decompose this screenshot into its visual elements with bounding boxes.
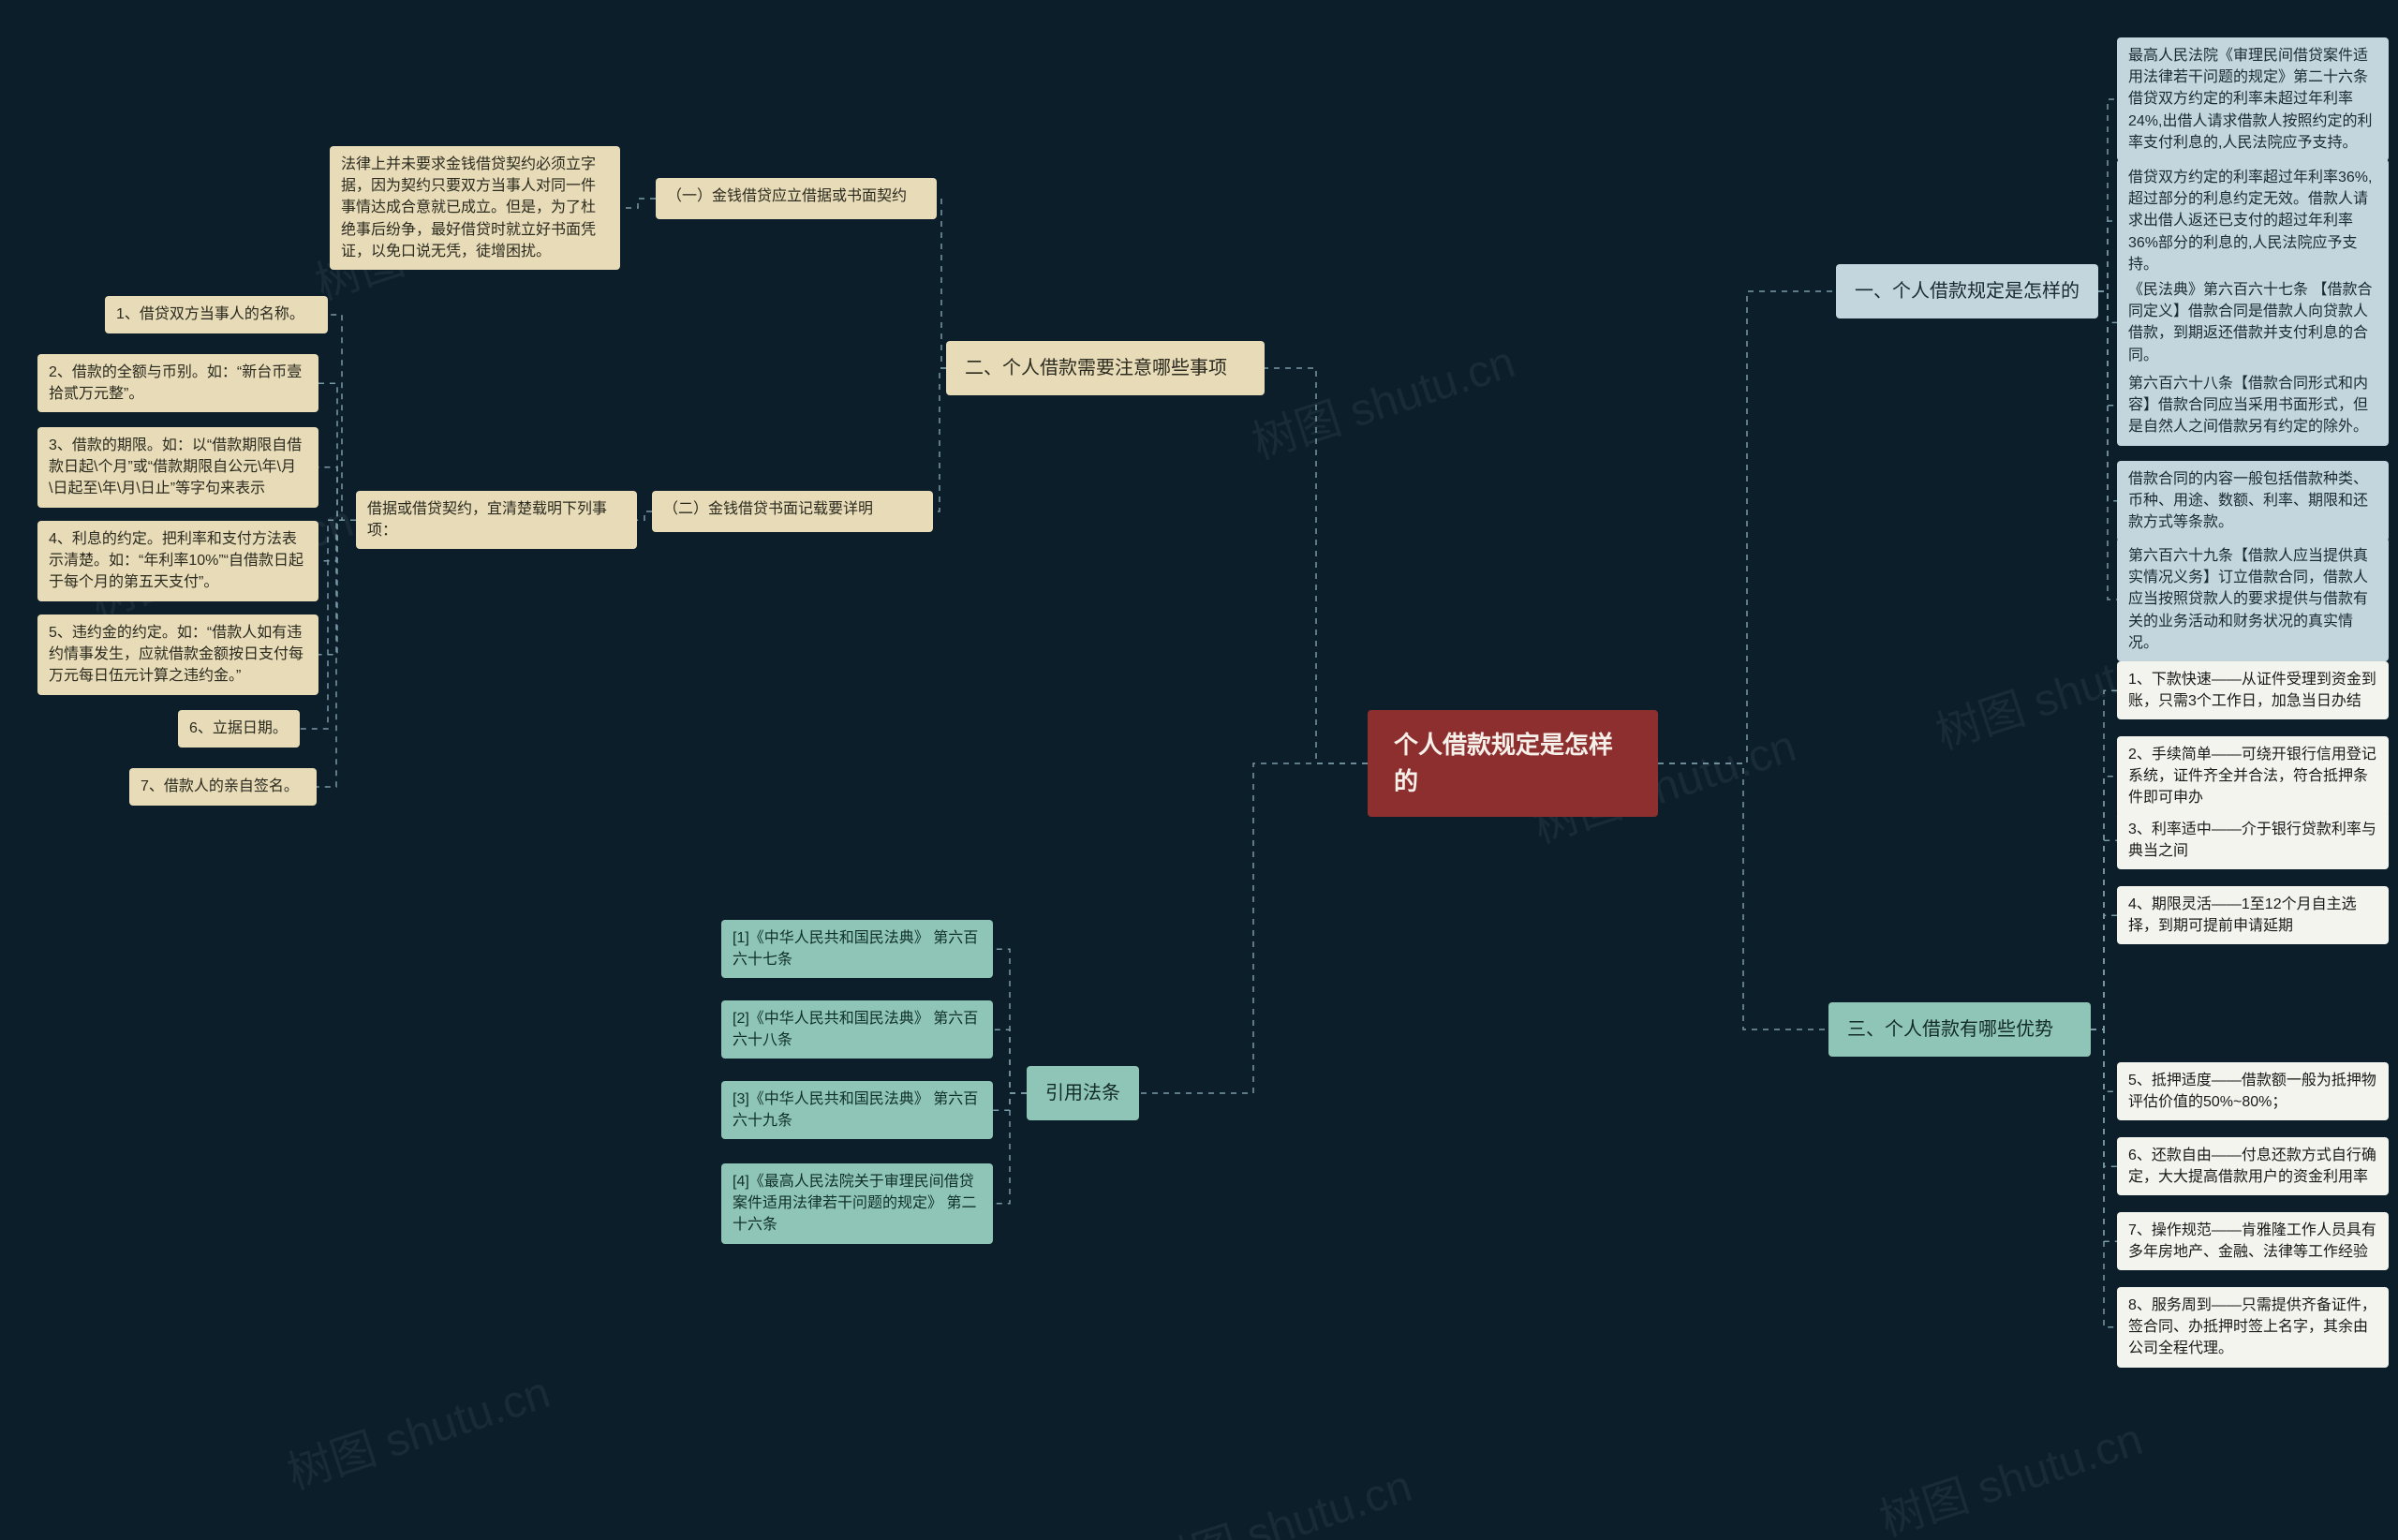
connector — [318, 520, 356, 561]
connector — [2091, 1029, 2117, 1327]
connector — [2098, 99, 2117, 291]
watermark: 树图 shutu.cn — [277, 1355, 556, 1502]
node-s4d: [4]《最高人民法院关于审理民间借贷案件适用法律若干问题的规定》 第二十六条 — [721, 1163, 993, 1244]
node-s2b2: 2、借款的全额与币别。如：“新台币壹拾贰万元整”。 — [37, 354, 318, 412]
node-s3d: 4、期限灵活——1至12个月自主选择，到期可提前申请延期 — [2117, 886, 2389, 944]
connector — [317, 520, 356, 787]
connector — [2091, 840, 2117, 1029]
connector — [2098, 291, 2117, 600]
mindmap-canvas: 树图 shutu.cn 树图 shutu.cn 树图 shutu.cn 树图 shut… — [0, 0, 2398, 1540]
node-s1a: 最高人民法院《审理民间借贷案件适用法律若干问题的规定》第二十六条借贷双方约定的利… — [2117, 37, 2389, 161]
node-s2a: （一）金钱借贷应立借据或书面契约 — [656, 178, 937, 219]
node-s1f: 第六百六十九条【借款人应当提供真实情况义务】订立借款合同，借款人应当按照贷款人的… — [2117, 538, 2389, 661]
connector — [993, 1093, 1027, 1110]
connector — [318, 467, 356, 520]
node-s2b: （二）金钱借贷书面记载要详明 — [652, 491, 933, 532]
connector — [993, 949, 1027, 1093]
node-s3a: 1、下款快速——从证件受理到资金到账，只需3个工作日，加急当日办结 — [2117, 661, 2389, 719]
connector — [1139, 763, 1368, 1093]
connector — [2091, 1029, 2117, 1091]
node-s1b: 借贷双方约定的利率超过年利率36%,超过部分的利息约定无效。借款人请求出借人返还… — [2117, 159, 2389, 283]
node-s4b: [2]《中华人民共和国民法典》 第六百六十八条 — [721, 1000, 993, 1059]
watermark: 树图 shutu.cn — [1870, 1402, 2149, 1540]
node-s3h: 8、服务周到——只需提供齐备证件，签合同、办抵押时签上名字，其余由公司全程代理。 — [2117, 1287, 2389, 1368]
connector — [2098, 221, 2117, 291]
node-s3g: 7、操作规范——肯雅隆工作人员具有多年房地产、金融、法律等工作经验 — [2117, 1212, 2389, 1270]
watermark: 树图 shutu.cn — [1242, 325, 1521, 471]
connector — [993, 1093, 1027, 1204]
node-s1c: 《民法典》第六百六十七条 【借款合同定义】借款合同是借款人向贷款人借款，到期返还… — [2117, 272, 2389, 374]
node-s3f: 6、还款自由——付息还款方式自行确定，大大提高借款用户的资金利用率 — [2117, 1137, 2389, 1195]
connector — [318, 520, 356, 655]
node-sec4: 引用法条 — [1027, 1066, 1139, 1120]
connector — [1265, 368, 1368, 763]
node-s2a1: 法律上并未要求金钱借贷契约必须立字据，因为契约只要双方当事人对同一件事情达成合意… — [330, 146, 620, 270]
node-s2b1: 1、借贷双方当事人的名称。 — [105, 296, 328, 333]
node-s2b0: 借据或借贷契约，宜清楚载明下列事项： — [356, 491, 637, 549]
connector — [2098, 291, 2117, 501]
node-sec2: 二、个人借款需要注意哪些事项 — [946, 341, 1265, 395]
connector — [328, 315, 356, 520]
connector — [2098, 291, 2117, 406]
connector — [933, 368, 946, 511]
node-s1e: 借款合同的内容一般包括借款种类、币种、用途、数额、利率、期限和还款方式等条款。 — [2117, 461, 2389, 541]
connector — [2098, 291, 2117, 322]
watermark: 树图 shutu.cn — [1139, 1449, 1418, 1540]
connector — [2091, 915, 2117, 1029]
connector — [2091, 690, 2117, 1029]
connector — [937, 199, 946, 368]
node-s3e: 5、抵押适度——借款额一般为抵押物评估价值的50%~80%； — [2117, 1062, 2389, 1120]
node-sec1: 一、个人借款规定是怎样的 — [1836, 264, 2098, 318]
connector — [2091, 1029, 2117, 1166]
connector — [1658, 291, 1836, 763]
node-s2b3: 3、借款的期限。如：以“借款期限自借款日起\个月”或“借款期限自公元\年\月\日… — [37, 427, 318, 508]
connector — [2091, 1029, 2117, 1241]
node-s1d: 第六百六十八条【借款合同形式和内容】借款合同应当采用书面形式，但是自然人之间借款… — [2117, 365, 2389, 446]
node-s2b6: 6、立据日期。 — [178, 710, 300, 748]
node-s4c: [3]《中华人民共和国民法典》 第六百六十九条 — [721, 1081, 993, 1139]
connector — [993, 1029, 1027, 1093]
node-root: 个人借款规定是怎样的 — [1368, 710, 1658, 817]
node-sec3: 三、个人借款有哪些优势 — [1828, 1002, 2091, 1057]
node-s2b4: 4、利息的约定。把利率和支付方法表示清楚。如：“年利率10%”“自借款日起于每个… — [37, 521, 318, 601]
connector — [637, 511, 652, 520]
node-s3b: 2、手续简单——可绕开银行信用登记系统，证件齐全并合法，符合抵押条件即可申办 — [2117, 736, 2389, 817]
connector — [620, 199, 656, 208]
node-s2b7: 7、借款人的亲自签名。 — [129, 768, 317, 806]
connector — [318, 383, 356, 520]
node-s4a: [1]《中华人民共和国民法典》 第六百六十七条 — [721, 920, 993, 978]
node-s2b5: 5、违约金的约定。如：“借款人如有违约情事发生，应就借款金额按日支付每万元每日伍… — [37, 615, 318, 695]
connector — [2091, 777, 2117, 1029]
node-s3c: 3、利率适中——介于银行贷款利率与典当之间 — [2117, 811, 2389, 869]
connector — [1658, 763, 1828, 1029]
